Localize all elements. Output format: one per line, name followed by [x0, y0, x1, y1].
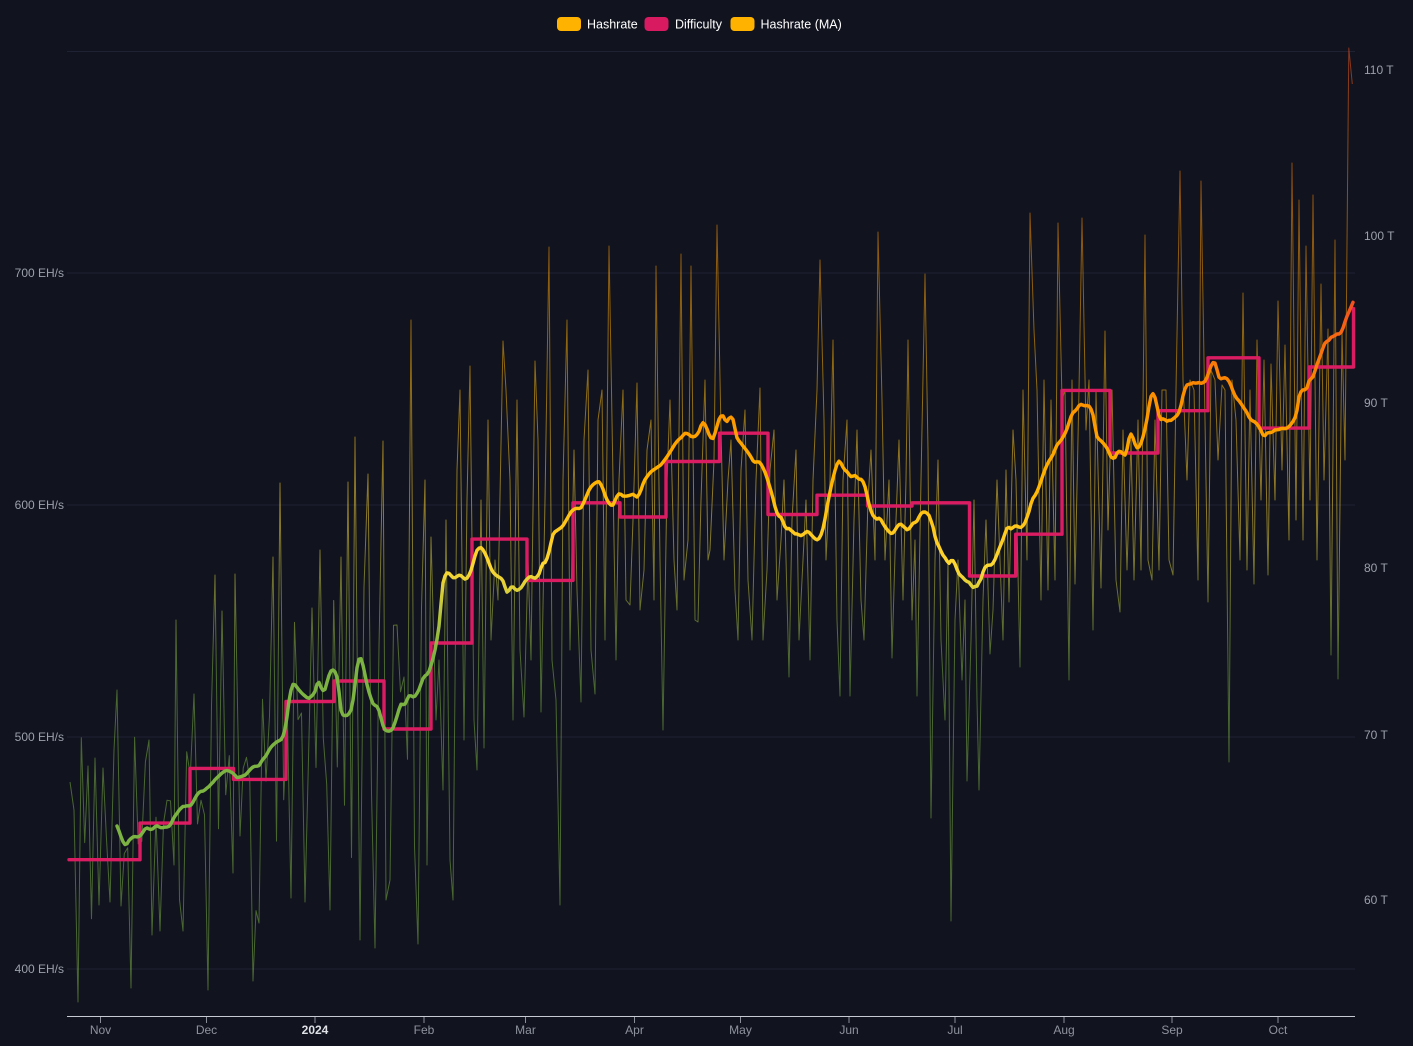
svg-text:Nov: Nov	[90, 1023, 111, 1037]
svg-text:May: May	[729, 1023, 752, 1037]
svg-text:700 EH/s: 700 EH/s	[15, 266, 64, 280]
svg-text:100 T: 100 T	[1364, 229, 1395, 243]
svg-text:Mar: Mar	[515, 1023, 536, 1037]
svg-text:Oct: Oct	[1269, 1023, 1288, 1037]
svg-text:Aug: Aug	[1053, 1023, 1074, 1037]
svg-text:90 T: 90 T	[1364, 396, 1388, 410]
svg-text:60 T: 60 T	[1364, 893, 1388, 907]
svg-text:70 T: 70 T	[1364, 728, 1388, 742]
svg-text:400 EH/s: 400 EH/s	[15, 962, 64, 976]
svg-text:Hashrate: Hashrate	[587, 18, 638, 32]
svg-text:Dec: Dec	[196, 1023, 217, 1037]
svg-text:Sep: Sep	[1161, 1023, 1183, 1037]
svg-text:Difficulty: Difficulty	[675, 18, 723, 32]
svg-text:80 T: 80 T	[1364, 561, 1388, 575]
svg-text:Jul: Jul	[947, 1023, 962, 1037]
svg-text:Hashrate (MA): Hashrate (MA)	[761, 18, 842, 32]
svg-text:500 EH/s: 500 EH/s	[15, 730, 64, 744]
svg-text:Jun: Jun	[839, 1023, 858, 1037]
svg-text:Apr: Apr	[625, 1023, 644, 1037]
svg-text:110 T: 110 T	[1364, 63, 1394, 77]
svg-text:2024: 2024	[302, 1023, 329, 1037]
svg-text:Feb: Feb	[414, 1023, 435, 1037]
svg-text:600 EH/s: 600 EH/s	[15, 498, 64, 512]
